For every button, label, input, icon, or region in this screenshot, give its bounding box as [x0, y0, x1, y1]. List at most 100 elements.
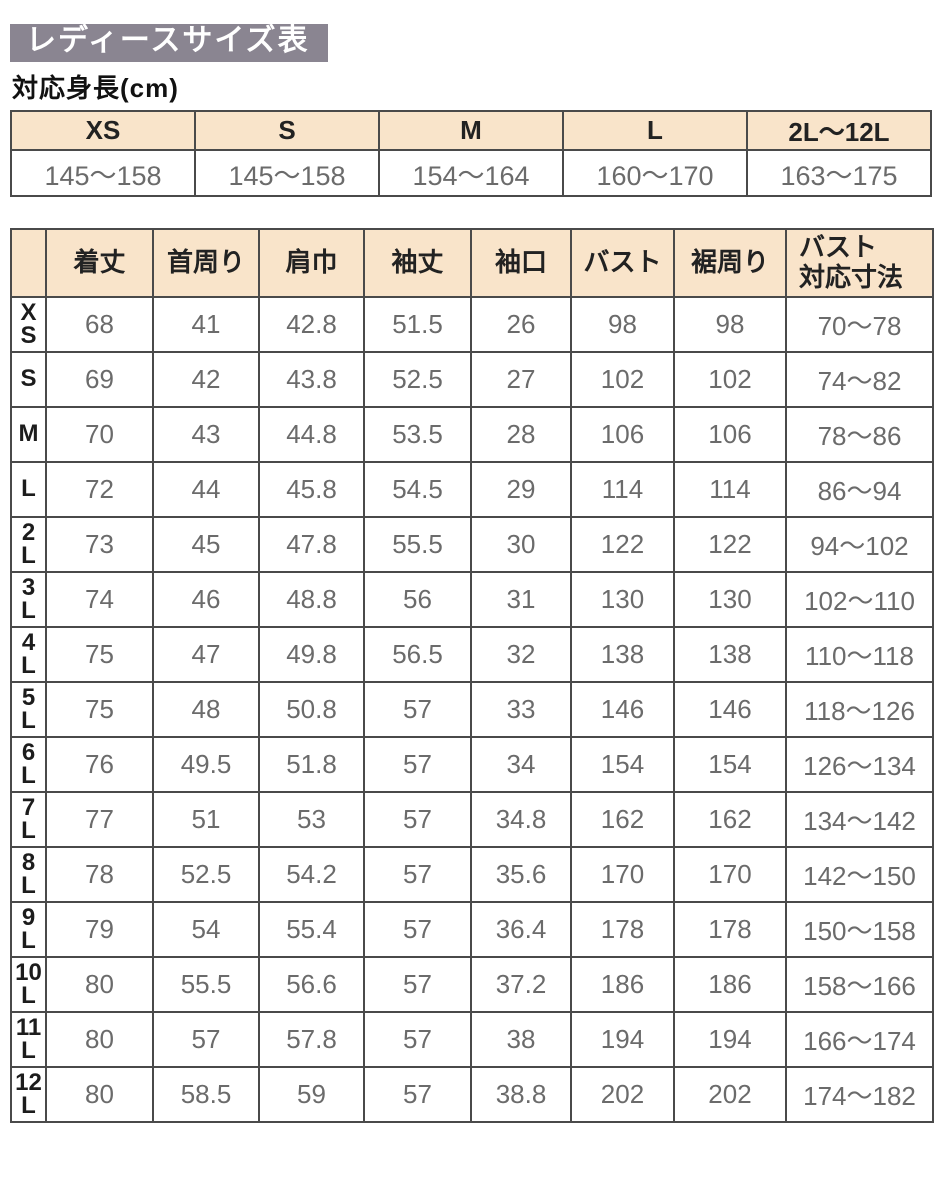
size-col-header: バスト 対応寸法: [785, 228, 934, 298]
size-value-cell: 86〜94: [785, 461, 934, 518]
size-value-cell: 78〜86: [785, 406, 934, 463]
size-value-cell: 126〜134: [785, 736, 934, 793]
size-value-cell: 170: [570, 846, 675, 903]
size-row-label: 12 L: [10, 1066, 47, 1123]
height-col-header: S: [194, 110, 380, 151]
size-value-cell: 33: [470, 681, 572, 738]
size-value-cell: 70: [45, 406, 154, 463]
size-value-cell: 49.5: [152, 736, 260, 793]
size-value-cell: 72: [45, 461, 154, 518]
size-value-cell: 202: [673, 1066, 787, 1123]
size-row-7L: 7 L 77 51 53 57 34.8 162 162 134〜142: [10, 791, 934, 848]
size-value-cell: 54.2: [258, 846, 365, 903]
size-row-label: 11 L: [10, 1011, 47, 1068]
height-value-cell: 163〜175: [746, 149, 932, 197]
size-row-11L: 11 L 80 57 57.8 57 38 194 194 166〜174: [10, 1011, 934, 1068]
size-value-cell: 49.8: [258, 626, 365, 683]
height-col-header: M: [378, 110, 564, 151]
size-value-cell: 94〜102: [785, 516, 934, 573]
size-row-L: L 72 44 45.8 54.5 29 114 114 86〜94: [10, 461, 934, 518]
size-col-header: 肩巾: [258, 228, 365, 298]
size-value-cell: 138: [570, 626, 675, 683]
size-value-cell: 56.6: [258, 956, 365, 1013]
size-row-2L: 2 L 73 45 47.8 55.5 30 122 122 94〜102: [10, 516, 934, 573]
size-table: 着丈 首周り 肩巾 袖丈 袖口 バスト 裾周り バスト 対応寸法 X S 68 41 42.8 51.…: [10, 228, 934, 1123]
size-row-label: 5 L: [10, 681, 47, 738]
height-section-label: 対応身長(cm): [12, 73, 179, 103]
size-value-cell: 45: [152, 516, 260, 573]
size-row-label: 3 L: [10, 571, 47, 628]
size-value-cell: 52.5: [152, 846, 260, 903]
size-value-cell: 57: [363, 681, 472, 738]
size-row-label: 9 L: [10, 901, 47, 958]
size-value-cell: 55.5: [363, 516, 472, 573]
size-row-S: S 69 42 43.8 52.5 27 102 102 74〜82: [10, 351, 934, 408]
size-value-cell: 37.2: [470, 956, 572, 1013]
size-value-cell: 142〜150: [785, 846, 934, 903]
size-value-cell: 162: [570, 791, 675, 848]
size-value-cell: 174〜182: [785, 1066, 934, 1123]
size-value-cell: 56.5: [363, 626, 472, 683]
size-col-header: 袖口: [470, 228, 572, 298]
size-col-header: 裾周り: [673, 228, 787, 298]
size-col-header: 首周り: [152, 228, 260, 298]
size-value-cell: 70〜78: [785, 296, 934, 353]
size-value-cell: 102〜110: [785, 571, 934, 628]
size-value-cell: 79: [45, 901, 154, 958]
size-value-cell: 110〜118: [785, 626, 934, 683]
size-value-cell: 29: [470, 461, 572, 518]
size-value-cell: 150〜158: [785, 901, 934, 958]
height-col-header: 2L〜12L: [746, 110, 932, 151]
size-value-cell: 59: [258, 1066, 365, 1123]
size-value-cell: 122: [673, 516, 787, 573]
size-row-label: 6 L: [10, 736, 47, 793]
size-row-label: 7 L: [10, 791, 47, 848]
size-value-cell: 162: [673, 791, 787, 848]
size-value-cell: 53.5: [363, 406, 472, 463]
size-value-cell: 138: [673, 626, 787, 683]
size-value-cell: 30: [470, 516, 572, 573]
height-table: XS S M L 2L〜12L 145〜158 145〜158 154〜164 160〜170…: [10, 110, 932, 197]
size-value-cell: 32: [470, 626, 572, 683]
size-value-cell: 76: [45, 736, 154, 793]
size-value-cell: 69: [45, 351, 154, 408]
size-value-cell: 36.4: [470, 901, 572, 958]
size-value-cell: 146: [673, 681, 787, 738]
size-value-cell: 158〜166: [785, 956, 934, 1013]
size-value-cell: 46: [152, 571, 260, 628]
size-value-cell: 55.5: [152, 956, 260, 1013]
size-value-cell: 52.5: [363, 351, 472, 408]
size-value-cell: 54: [152, 901, 260, 958]
size-value-cell: 42: [152, 351, 260, 408]
size-value-cell: 54.5: [363, 461, 472, 518]
size-value-cell: 146: [570, 681, 675, 738]
size-value-cell: 122: [570, 516, 675, 573]
size-value-cell: 56: [363, 571, 472, 628]
height-value-cell: 160〜170: [562, 149, 748, 197]
size-row-5L: 5 L 75 48 50.8 57 33 146 146 118〜126: [10, 681, 934, 738]
size-value-cell: 44.8: [258, 406, 365, 463]
size-row-label: M: [10, 406, 47, 463]
height-col-header: L: [562, 110, 748, 151]
size-value-cell: 68: [45, 296, 154, 353]
size-value-cell: 186: [570, 956, 675, 1013]
size-row-label: 10 L: [10, 956, 47, 1013]
size-value-cell: 35.6: [470, 846, 572, 903]
size-value-cell: 106: [570, 406, 675, 463]
size-value-cell: 74〜82: [785, 351, 934, 408]
size-value-cell: 51.5: [363, 296, 472, 353]
height-value-cell: 154〜164: [378, 149, 564, 197]
height-col-header: XS: [10, 110, 196, 151]
size-value-cell: 51: [152, 791, 260, 848]
size-value-cell: 98: [570, 296, 675, 353]
size-value-cell: 57.8: [258, 1011, 365, 1068]
size-value-cell: 48: [152, 681, 260, 738]
size-row-label: 4 L: [10, 626, 47, 683]
size-value-cell: 57: [363, 956, 472, 1013]
size-value-cell: 186: [673, 956, 787, 1013]
size-value-cell: 114: [673, 461, 787, 518]
size-value-cell: 77: [45, 791, 154, 848]
size-value-cell: 51.8: [258, 736, 365, 793]
size-value-cell: 58.5: [152, 1066, 260, 1123]
size-value-cell: 48.8: [258, 571, 365, 628]
